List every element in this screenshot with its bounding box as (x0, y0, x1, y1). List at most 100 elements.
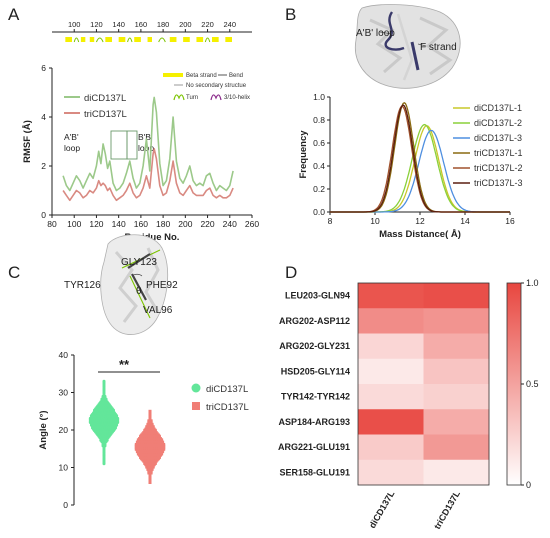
b-x-tick-label: 10 (370, 216, 380, 226)
ss-beta-strand-bar (65, 37, 72, 42)
heatmap-row-label: ARG221-GLU191 (278, 442, 350, 452)
b-x-tick-label: 14 (460, 216, 470, 226)
ss-beta-strand-bar (225, 37, 232, 42)
colorbar-tick-label: 1.0 (526, 278, 539, 288)
legend-a-dicd137l: diCD137L (84, 93, 126, 104)
ss-tick-label: 240 (224, 20, 237, 29)
legend-b-label: diCD137L-3 (474, 133, 522, 143)
b-y-tick-label: 1.0 (313, 92, 325, 102)
secondary-structure-strip: 100 120 140 160 180 200 220 240 (52, 20, 252, 43)
heatmap-frame (357, 282, 490, 486)
a-series-line-dicd137l (62, 96, 234, 192)
b-y-tick-label: 0.6 (313, 138, 325, 148)
b-x-tick-label: 12 (415, 216, 425, 226)
ss-tick-label: 200 (179, 20, 192, 29)
ss-strip-ticks: 100 120 140 160 180 200 220 240 (68, 20, 236, 32)
panel-b-legend: diCD137L-1 diCD137L-2 diCD137L-3 triCD137L-… (453, 103, 523, 188)
b-x-tick-label: 8 (328, 216, 333, 226)
ss-beta-strand-bar (134, 37, 141, 42)
panel-b-lines (330, 102, 510, 213)
c-point-tricd137l (148, 409, 152, 413)
panel-d-heatmap: LEU203-GLN94 ARG202-ASP112 ARG202-GLY231 HS… (278, 282, 490, 531)
panel-a-letter: A (8, 5, 20, 24)
ss-legend-helix: 3/10-helix (224, 95, 250, 101)
ss-tick-label: 180 (157, 20, 170, 29)
c-y-tick-label: 20 (59, 425, 69, 435)
c-y-tick-label: 30 (59, 388, 69, 398)
ss-tick-label: 140 (112, 20, 125, 29)
a-x-axis-label: Residue No. (125, 232, 180, 243)
panel-d-letter: D (285, 263, 297, 282)
bb-loop-label-line2: loop (138, 143, 154, 153)
bb-loop-label-line1: B'B (138, 132, 151, 142)
ss-beta-strand-bar (118, 37, 126, 42)
c-point-dicd137l (102, 379, 106, 383)
significance-stars: ** (119, 357, 130, 372)
heatmap-row-label: ARG202-GLY231 (279, 341, 350, 351)
heatmap-cell (423, 358, 490, 385)
ss-legend: Beta strand Bend No secondary structue T… (163, 73, 250, 101)
heatmap-cell (423, 308, 490, 334)
a-x-tick-label: 240 (223, 219, 237, 229)
heatmap-cell (423, 459, 490, 486)
tyr126-label: TYR126 (64, 280, 101, 291)
heatmap-cell (423, 283, 490, 309)
heatmap-row-label: LEU203-GLN94 (285, 291, 350, 301)
legend-b-label: triCD137L-2 (474, 163, 523, 173)
legend-c-dicd137l-swatch (191, 383, 201, 393)
heatmap-cell (423, 409, 490, 435)
gly123-label: GLY123 (121, 257, 157, 268)
a-x-tick-label: 100 (67, 219, 81, 229)
b-y-tick-label: 0.4 (313, 161, 325, 171)
a-x-tick-label: 260 (245, 219, 259, 229)
ss-beta-strand-bar (169, 37, 177, 42)
c-y-tick-label: 40 (59, 350, 69, 360)
a-y-tick-label: 6 (41, 63, 46, 73)
ss-beta-strand-bar (80, 37, 86, 42)
ss-tick-label: 120 (90, 20, 103, 29)
ss-legend-turn-swatch (173, 94, 185, 101)
legend-b-label: triCD137L-1 (474, 148, 523, 158)
legend-c-tricd137l-swatch (192, 402, 200, 410)
heatmap-cell (423, 333, 490, 360)
a-x-tick-label: 200 (178, 219, 192, 229)
b-y-axis-label: Frequency (298, 130, 309, 179)
a-y-tick-label: 4 (41, 112, 46, 122)
bb-loop-box (126, 130, 138, 160)
b-x-axis-label: Mass Distance( Å) (379, 229, 461, 240)
c-y-tick-label: 10 (59, 463, 69, 473)
b-x-tick-label: 16 (505, 216, 515, 226)
ab-loop-structure-label: A'B' loop (356, 28, 395, 39)
theta-label: θ (136, 286, 142, 297)
ss-beta-strand-bar (196, 37, 204, 42)
b-y-tick-label: 0.2 (313, 184, 325, 194)
ab-loop-box (110, 130, 128, 160)
c-y-axis-label: Angle (°) (38, 410, 49, 449)
legend-b-label: diCD137L-1 (474, 103, 522, 113)
ss-legend-coil: No secondary structue (186, 83, 247, 89)
panel-a-axes: 80 100 120 140 160 180 200 220 240 260 0 2 4 6 Residue… (22, 63, 259, 243)
heatmap-cell (358, 283, 424, 309)
heatmap-cell (358, 384, 424, 410)
protein-structure-b-image (354, 4, 461, 89)
legend-a-tricd137l: triCD137L (84, 109, 127, 120)
heatmap-col-label: diCD137L (367, 489, 397, 530)
ss-strip-bars (65, 37, 232, 43)
heatmap-col-label: triCD137L (432, 489, 462, 531)
heatmap-cell (423, 434, 490, 461)
a-x-tick-label: 160 (134, 219, 148, 229)
heatmap-cell (358, 409, 424, 435)
colorbar-tick-label: 0.5 (526, 379, 539, 389)
a-y-tick-label: 0 (41, 210, 46, 220)
a-x-tick-label: 80 (47, 219, 57, 229)
a-series-line-tricd137l (62, 148, 234, 202)
panel-b-axes: 8 10 12 14 16 0.0 0.2 0.4 0.6 0.8 1.0 Mass Distance… (298, 92, 515, 240)
heatmap-cell (358, 358, 424, 385)
panel-c-letter: C (8, 263, 20, 282)
panel-c-dots (88, 379, 166, 484)
ss-beta-strand-bar (212, 37, 219, 42)
ss-tick-label: 220 (201, 20, 214, 29)
heatmap-cell (358, 308, 424, 334)
heatmap-cell (358, 434, 424, 461)
